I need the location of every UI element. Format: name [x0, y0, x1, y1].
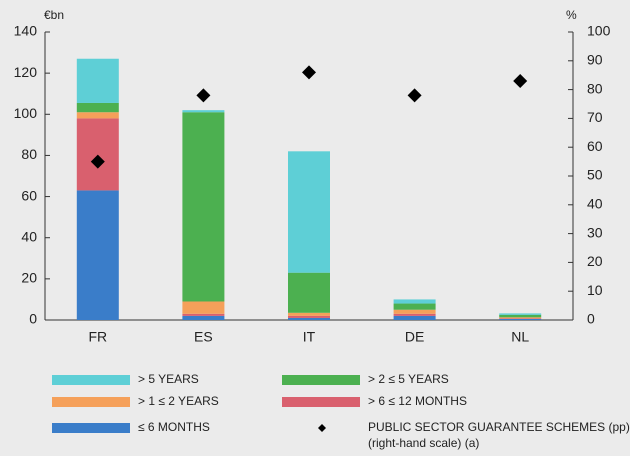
y2-tick-label: 10 — [587, 282, 603, 298]
x-tick-label: FR — [88, 329, 107, 345]
bar-segment — [393, 313, 436, 316]
legend-label: > 1 ≤ 2 YEARS — [138, 394, 219, 408]
legend-swatch — [52, 397, 130, 407]
y2-tick-label: 40 — [587, 196, 603, 212]
legend-label: ≤ 6 MONTHS — [138, 420, 210, 434]
bar-segment — [76, 190, 119, 320]
bar-segment — [499, 318, 542, 320]
legend-note: (right-hand scale) (a) — [368, 436, 479, 450]
legend-label: > 2 ≤ 5 YEARS — [368, 372, 449, 386]
marker — [302, 65, 316, 80]
marker — [407, 88, 422, 103]
marker — [90, 154, 105, 169]
bar-segment — [182, 315, 225, 320]
bar-segment — [393, 299, 436, 304]
bar-segment — [76, 112, 119, 119]
bar-segment — [393, 315, 436, 320]
bar-segment — [182, 110, 225, 113]
y2-tick-label: 80 — [587, 80, 603, 96]
x-tick-label: NL — [511, 329, 529, 345]
y-tick-label: 80 — [21, 146, 37, 162]
y-tick-label: 140 — [14, 23, 38, 39]
bar-segment — [182, 301, 225, 314]
bar-segment — [499, 313, 542, 315]
y-tick-label: 0 — [29, 311, 37, 327]
y2-tick-label: 70 — [587, 109, 603, 125]
y2-tick-label: 90 — [587, 52, 603, 68]
legend-label: PUBLIC SECTOR GUARANTEE SCHEMES (pp) — [368, 420, 630, 434]
bar-segment — [288, 317, 330, 320]
bar-segment — [182, 112, 225, 302]
legend-swatch — [282, 397, 360, 407]
y2-unit: % — [566, 8, 577, 22]
y2-tick-label: 100 — [587, 23, 611, 39]
legend-swatch — [282, 375, 360, 385]
bar-segment — [499, 318, 542, 319]
bar-segment — [76, 118, 119, 191]
marker — [513, 73, 528, 88]
y2-tick-label: 50 — [587, 167, 603, 183]
y-tick-label: 60 — [21, 187, 37, 203]
legend-swatch — [52, 423, 130, 433]
y-tick-label: 40 — [21, 228, 37, 244]
bar-segment — [499, 317, 542, 319]
bar-segment — [499, 314, 542, 318]
x-tick-label: DE — [405, 329, 424, 345]
bar-segment — [288, 312, 330, 316]
bar-segment — [393, 303, 436, 310]
x-tick-label: IT — [303, 329, 316, 345]
bar-segment — [288, 315, 330, 318]
x-tick-label: ES — [194, 329, 213, 345]
y2-tick-label: 60 — [587, 138, 603, 154]
marker — [196, 88, 211, 103]
legend-label: > 6 ≤ 12 MONTHS — [368, 394, 467, 408]
bar-segment — [288, 151, 330, 273]
legend-label: > 5 YEARS — [138, 372, 199, 386]
y2-tick-label: 20 — [587, 253, 603, 269]
legend-swatch — [52, 375, 130, 385]
y2-tick-label: 30 — [587, 224, 603, 240]
bar-segment — [76, 58, 119, 103]
y2-tick-label: 0 — [587, 311, 595, 327]
y-unit: €bn — [44, 8, 64, 22]
bar-segment — [76, 102, 119, 113]
legend-marker — [318, 424, 326, 432]
y-tick-label: 120 — [14, 64, 38, 80]
bar-segment — [393, 309, 436, 314]
bar-segment — [182, 313, 225, 316]
y-tick-label: 100 — [14, 105, 38, 121]
y-tick-label: 20 — [21, 270, 37, 286]
bar-segment — [288, 272, 330, 313]
